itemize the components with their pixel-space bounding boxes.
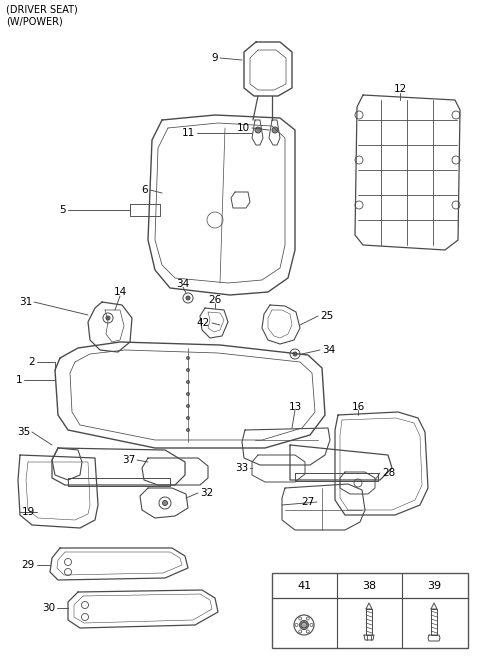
Text: 25: 25 [320, 311, 333, 321]
Text: 6: 6 [142, 185, 148, 195]
Text: 14: 14 [113, 287, 127, 297]
Text: 26: 26 [208, 295, 222, 305]
Text: (W/POWER): (W/POWER) [6, 17, 63, 27]
Text: 31: 31 [19, 297, 32, 307]
Text: 32: 32 [200, 488, 213, 498]
Text: 11: 11 [182, 128, 195, 138]
Circle shape [187, 369, 190, 371]
Circle shape [187, 392, 190, 396]
Circle shape [186, 296, 190, 300]
Circle shape [187, 356, 190, 359]
Text: 1: 1 [15, 375, 22, 385]
Text: 28: 28 [382, 468, 395, 478]
Text: 30: 30 [42, 603, 55, 613]
Text: 27: 27 [302, 497, 315, 507]
Text: 10: 10 [237, 123, 250, 133]
Circle shape [300, 621, 309, 630]
Text: 41: 41 [297, 581, 311, 591]
Text: 33: 33 [235, 463, 248, 473]
Text: 37: 37 [122, 455, 135, 465]
Text: 35: 35 [17, 427, 30, 437]
Circle shape [106, 316, 110, 320]
Text: 42: 42 [197, 318, 210, 328]
Circle shape [187, 428, 190, 432]
Circle shape [163, 501, 168, 506]
Text: 2: 2 [28, 357, 35, 367]
Circle shape [272, 127, 278, 133]
Circle shape [293, 352, 297, 356]
Circle shape [255, 127, 261, 133]
Text: (DRIVER SEAT): (DRIVER SEAT) [6, 5, 78, 15]
Text: 34: 34 [176, 279, 190, 289]
Text: 13: 13 [288, 402, 301, 412]
Text: 12: 12 [394, 84, 407, 94]
Circle shape [187, 417, 190, 419]
Text: 38: 38 [362, 581, 376, 591]
Circle shape [187, 405, 190, 407]
Text: 16: 16 [351, 402, 365, 412]
Text: 34: 34 [322, 345, 335, 355]
Text: 19: 19 [22, 507, 35, 517]
Text: 29: 29 [22, 560, 35, 570]
Text: 39: 39 [427, 581, 441, 591]
Text: 5: 5 [60, 205, 66, 215]
Circle shape [187, 380, 190, 384]
Text: 9: 9 [211, 53, 218, 63]
Bar [272, 573, 468, 648]
